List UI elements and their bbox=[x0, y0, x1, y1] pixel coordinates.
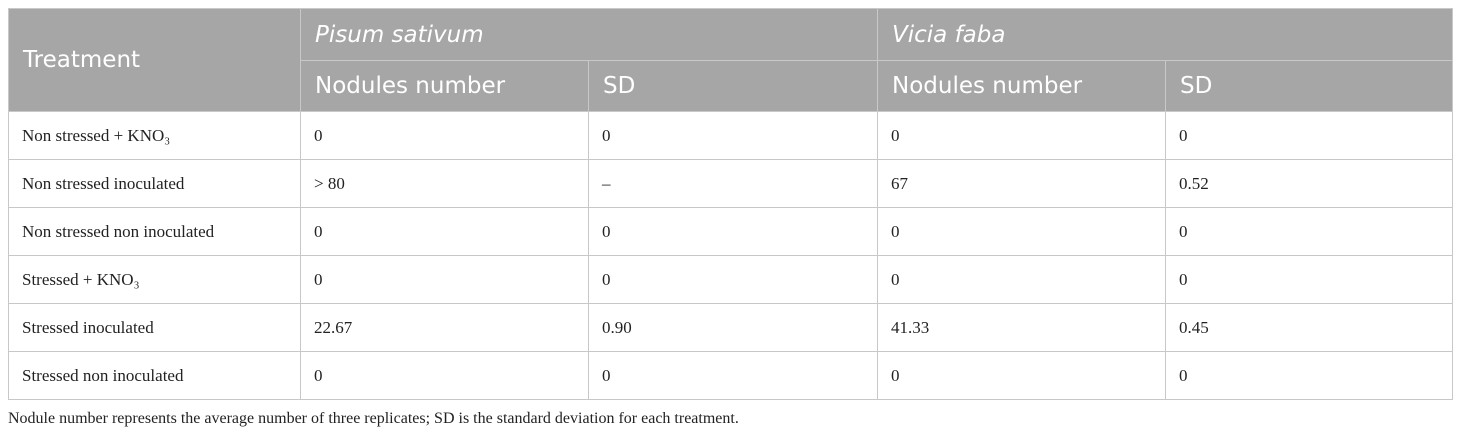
table-cell: 0 bbox=[877, 111, 1166, 160]
table-cell: 0 bbox=[300, 255, 589, 304]
table-row: Stressed + KNO₃ 0 0 0 0 bbox=[8, 255, 1454, 304]
table-cell: 0 bbox=[300, 111, 589, 160]
table-cell: 0 bbox=[588, 255, 878, 304]
table-cell: 0.90 bbox=[588, 303, 878, 352]
data-table: Treatment Pisum sativum Vicia faba Nodule… bbox=[8, 8, 1454, 400]
table-cell: 0 bbox=[877, 255, 1166, 304]
table-cell: 22.67 bbox=[300, 303, 589, 352]
table-cell: 0 bbox=[588, 111, 878, 160]
row-label: Non stressed non inoculated bbox=[8, 207, 301, 256]
table-cell: 0 bbox=[877, 207, 1166, 256]
footnote: Nodule number represents the average num… bbox=[8, 410, 739, 427]
row-label: Stressed non inoculated bbox=[8, 351, 301, 400]
table-cell: 41.33 bbox=[877, 303, 1166, 352]
table-cell: 0 bbox=[1164, 111, 1454, 160]
row-label: Stressed inoculated bbox=[8, 303, 301, 352]
table-cell: 0.45 bbox=[1164, 303, 1454, 352]
group-header: Vicia faba bbox=[876, 8, 1454, 61]
table-row: Non stressed non inoculated 0 0 0 0 bbox=[8, 207, 1454, 256]
table-body: Non stressed + KNO₃ 0 0 0 0 Non stressed inoc… bbox=[8, 111, 1454, 400]
table-cell: 67 bbox=[877, 159, 1166, 208]
table-header: Treatment Pisum sativum Vicia faba Nodule… bbox=[8, 8, 1454, 112]
table-cell: 0 bbox=[1164, 255, 1454, 304]
row-label: Non stressed inoculated bbox=[8, 159, 301, 208]
table-cell: 0 bbox=[1164, 207, 1454, 256]
column-header: Nodules number bbox=[300, 60, 589, 112]
table-cell: – bbox=[588, 159, 878, 208]
table-row: Non stressed inoculated > 80–67 0.52 bbox=[8, 159, 1454, 208]
table-cell: 0 bbox=[300, 207, 589, 256]
header-row: Treatment Pisum sativum Vicia faba bbox=[8, 8, 1454, 112]
table-cell: 0.52 bbox=[1164, 159, 1454, 208]
row-label: Non stressed + KNO₃ bbox=[8, 111, 301, 160]
row-label: Stressed + KNO₃ bbox=[8, 255, 301, 304]
table-cell: 0 bbox=[877, 351, 1166, 400]
table-cell: 0 bbox=[588, 351, 878, 400]
column-header: Nodules number bbox=[877, 60, 1166, 112]
table-cell: 0 bbox=[588, 207, 878, 256]
table-row: Stressed inoculated 22.67 0.90 41.33 0.45 bbox=[8, 303, 1454, 352]
header-row: Nodules number SD Nodules number SD bbox=[9, 60, 1454, 112]
table-row: Stressed non inoculated 0 0 0 0 bbox=[8, 351, 1454, 400]
column-header: SD bbox=[588, 60, 878, 112]
table-row: Non stressed + KNO₃ 0 0 0 0 bbox=[8, 111, 1454, 160]
table-cell: > 80 bbox=[300, 159, 589, 208]
header-cell: Treatment bbox=[8, 8, 301, 112]
table-cell: 0 bbox=[300, 351, 589, 400]
table-cell: 0 bbox=[1164, 351, 1454, 400]
group-header: Pisum sativum bbox=[300, 8, 878, 61]
column-header: SD bbox=[1164, 60, 1454, 112]
